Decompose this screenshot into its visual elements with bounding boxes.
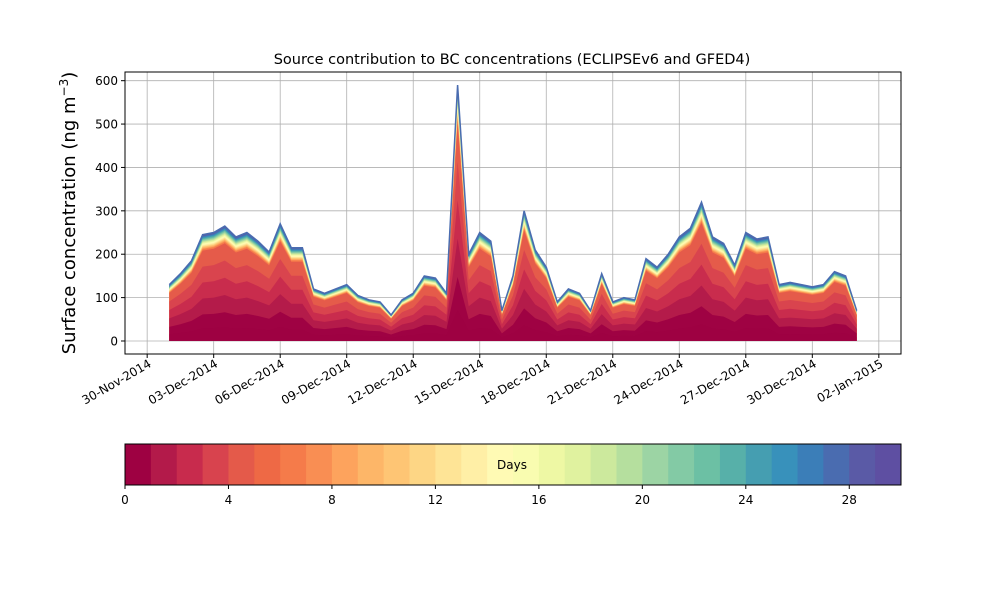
y-axis-label-sup: −3: [57, 79, 71, 97]
colorbar-cell: [642, 444, 669, 485]
x-tick-label: 15-Dec-2014: [412, 356, 486, 407]
colorbar-cell: [590, 444, 617, 485]
colorbar-cell: [461, 444, 488, 485]
colorbar-cell: [176, 444, 204, 485]
chart-title: Source contribution to BC concentrations…: [274, 52, 751, 68]
x-tick-label: 30-Dec-2014: [745, 356, 819, 407]
y-tick-label: 200: [95, 248, 118, 262]
y-axis: 0 100 200 300 400 500 600: [95, 74, 125, 348]
colorbar-cell: [823, 444, 850, 485]
colorbar-cell: [383, 444, 411, 485]
x-tick-label: 06-Dec-2014: [212, 356, 286, 407]
y-tick-label: 300: [95, 204, 118, 218]
colorbar-cell: [616, 444, 643, 485]
colorbar-cell: [849, 444, 876, 485]
colorbar-cell: [771, 444, 799, 485]
colorbar-cell: [435, 444, 462, 485]
colorbar-ticks: 0 4 8 12 16 20 24 28: [121, 485, 857, 507]
colorbar-cell: [797, 444, 824, 485]
y-axis-label-close: ): [59, 72, 80, 79]
colorbar-tick-label: 4: [225, 493, 233, 507]
colorbar-cell: [254, 444, 281, 485]
colorbar-tick-label: 28: [842, 493, 857, 507]
colorbar-cell: [280, 444, 307, 485]
x-tick-label: 02-Jan-2015: [815, 356, 886, 405]
stacked-areas: [168, 84, 858, 341]
x-tick-label: 30-Nov-2014: [79, 356, 153, 407]
y-tick-label: 100: [95, 291, 118, 305]
y-axis-label-main: Surface concentration (ng m: [59, 96, 80, 354]
colorbar-tick-label: 16: [531, 493, 546, 507]
colorbar-cell: [487, 444, 514, 485]
total-line: [168, 84, 858, 317]
y-tick-label: 500: [95, 118, 118, 132]
colorbar-cell: [409, 444, 436, 485]
colorbar-cell: [513, 444, 540, 485]
colorbar-cell: [357, 444, 385, 485]
x-tick-label: 24-Dec-2014: [611, 356, 685, 407]
colorbar-tick-label: 24: [738, 493, 753, 507]
x-tick-label: 18-Dec-2014: [478, 356, 552, 407]
colorbar-cell: [745, 444, 773, 485]
colorbar-cell: [694, 444, 721, 485]
colorbar-cell: [150, 444, 178, 485]
colorbar-cell: [538, 444, 566, 485]
colorbar-cell: [719, 444, 747, 485]
colorbar-cell: [125, 444, 152, 485]
colorbar-frame: [124, 443, 902, 486]
x-tick-label: 12-Dec-2014: [345, 356, 419, 407]
colorbar: [124, 443, 902, 486]
x-tick-label: 03-Dec-2014: [146, 356, 220, 407]
colorbar-cell: [331, 444, 359, 485]
area-band: [169, 277, 857, 341]
colorbar-tick-label: 0: [121, 493, 129, 507]
x-tick-label: 21-Dec-2014: [545, 356, 619, 407]
y-tick-label: 600: [95, 74, 118, 88]
x-axis: 30-Nov-201403-Dec-201406-Dec-201409-Dec-…: [79, 354, 885, 407]
plot-frame: [124, 71, 902, 355]
colorbar-cell: [875, 444, 902, 485]
colorbar-cell: [306, 444, 333, 485]
y-axis-label: Surface concentration (ng m−3): [57, 72, 80, 355]
colorbar-tick-label: 12: [428, 493, 443, 507]
colorbar-cell: [202, 444, 229, 485]
x-tick-label: 27-Dec-2014: [678, 356, 752, 407]
colorbar-tick-label: 20: [635, 493, 650, 507]
y-tick-label: 0: [110, 334, 118, 348]
colorbar-tick-label: 8: [328, 493, 336, 507]
colorbar-cell: [564, 444, 592, 485]
svg-text:Surface concentration (ng m−3): Surface concentration (ng m−3): [57, 72, 80, 355]
colorbar-cell: [668, 444, 695, 485]
colorbar-label: Days: [497, 458, 527, 472]
x-tick-label: 09-Dec-2014: [279, 356, 353, 407]
colorbar-cell: [228, 444, 255, 485]
y-tick-label: 400: [95, 161, 118, 175]
area-band: [169, 310, 857, 341]
